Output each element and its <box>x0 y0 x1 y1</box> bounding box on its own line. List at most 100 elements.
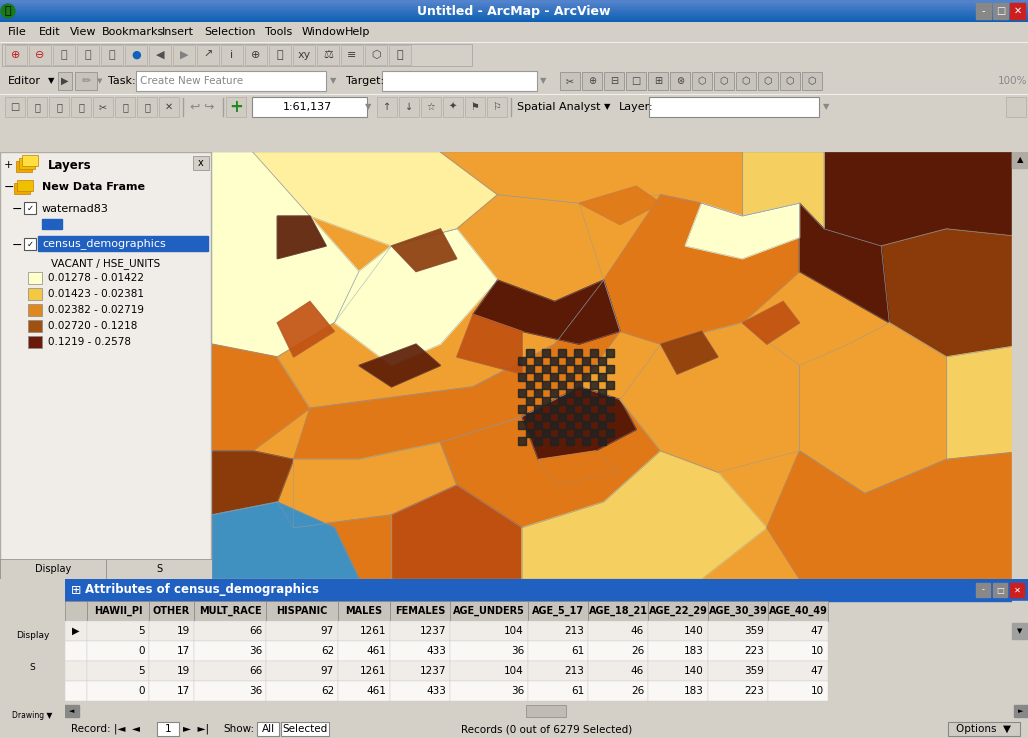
Bar <box>780 72 800 90</box>
Text: 10: 10 <box>811 646 824 656</box>
Bar <box>149 45 171 65</box>
Bar <box>558 413 565 421</box>
Text: Selection: Selection <box>205 27 256 37</box>
Bar <box>65 641 87 661</box>
Bar <box>252 97 367 117</box>
Bar <box>518 437 526 445</box>
Bar <box>993 583 1007 597</box>
Text: 📂: 📂 <box>34 102 40 112</box>
Bar <box>0 20 1028 21</box>
Bar <box>266 681 338 701</box>
Bar <box>0 11 1028 12</box>
Text: ►  ►|: ► ►| <box>183 724 209 734</box>
Text: Layer:: Layer: <box>619 102 654 112</box>
Text: ▼: ▼ <box>97 78 103 84</box>
Bar <box>0 9 1028 10</box>
Bar <box>574 365 582 373</box>
Bar <box>149 621 194 641</box>
Text: ▲: ▲ <box>1017 156 1023 165</box>
Bar <box>542 381 550 389</box>
Text: New Data Frame: New Data Frame <box>42 182 145 192</box>
Bar <box>550 373 558 381</box>
Text: 61: 61 <box>571 646 584 656</box>
Bar <box>136 71 326 91</box>
Bar <box>993 3 1008 19</box>
Bar <box>1009 583 1024 597</box>
Bar <box>338 681 390 701</box>
Text: ◄: ◄ <box>69 708 75 714</box>
Bar <box>604 72 624 90</box>
Bar <box>5 97 25 117</box>
Text: AGE_UNDER5: AGE_UNDER5 <box>453 606 525 616</box>
Bar <box>65 705 79 717</box>
Text: 1:61,137: 1:61,137 <box>283 102 332 112</box>
Text: ▼: ▼ <box>330 77 336 86</box>
Text: ⬡: ⬡ <box>764 76 772 86</box>
Polygon shape <box>334 229 498 365</box>
Bar <box>450 621 528 641</box>
Bar <box>87 661 149 681</box>
Text: 213: 213 <box>564 626 584 636</box>
Bar <box>266 601 338 621</box>
Text: □: □ <box>996 585 1004 595</box>
Bar <box>582 72 602 90</box>
Bar <box>245 45 267 65</box>
Text: 104: 104 <box>505 626 524 636</box>
Bar <box>605 413 614 421</box>
Bar <box>390 681 450 701</box>
Text: census_demographics: census_demographics <box>42 238 166 249</box>
Bar <box>692 72 712 90</box>
Bar <box>390 661 450 681</box>
Bar <box>605 429 614 437</box>
Text: 📊: 📊 <box>397 50 403 60</box>
Bar <box>550 404 558 413</box>
Bar <box>542 396 550 404</box>
Text: AGE_30_39: AGE_30_39 <box>708 606 768 616</box>
Text: ►: ► <box>1019 708 1024 714</box>
Bar <box>768 641 828 661</box>
Text: 433: 433 <box>427 686 446 696</box>
Bar <box>598 437 605 445</box>
Polygon shape <box>881 229 1028 357</box>
Text: 183: 183 <box>684 686 704 696</box>
Text: x: x <box>198 158 204 168</box>
Text: AGE_5_17: AGE_5_17 <box>531 606 584 616</box>
Bar <box>75 72 97 90</box>
Text: ⊞: ⊞ <box>654 76 662 86</box>
Bar <box>558 348 565 356</box>
Bar <box>565 373 574 381</box>
Text: □: □ <box>996 6 1005 16</box>
Text: ▶: ▶ <box>72 626 80 636</box>
Bar <box>588 681 648 701</box>
Polygon shape <box>742 152 824 229</box>
Bar <box>526 381 534 389</box>
Text: 17: 17 <box>177 646 190 656</box>
Bar <box>518 356 526 365</box>
Polygon shape <box>456 314 522 374</box>
Bar <box>598 373 605 381</box>
Text: 🔍: 🔍 <box>277 50 284 60</box>
Text: 62: 62 <box>321 646 334 656</box>
Text: 213: 213 <box>564 666 584 676</box>
Text: Record: |◄  ◄: Record: |◄ ◄ <box>71 724 140 734</box>
Bar <box>605 348 614 356</box>
Bar <box>281 722 329 736</box>
Bar <box>708 661 768 681</box>
Text: ≡: ≡ <box>347 50 357 60</box>
Bar <box>714 72 734 90</box>
Polygon shape <box>686 203 800 259</box>
Text: 1237: 1237 <box>419 666 446 676</box>
Text: Layers: Layers <box>48 159 91 171</box>
Text: ☆: ☆ <box>427 102 436 112</box>
Text: xy: xy <box>297 50 310 60</box>
Polygon shape <box>522 451 767 579</box>
Polygon shape <box>800 203 889 323</box>
Bar <box>708 601 768 621</box>
Polygon shape <box>603 195 800 344</box>
Text: □: □ <box>10 102 20 112</box>
Bar <box>648 621 708 641</box>
Text: ↓: ↓ <box>405 102 413 112</box>
Bar <box>5 45 27 65</box>
Bar <box>605 381 614 389</box>
Polygon shape <box>294 280 620 460</box>
